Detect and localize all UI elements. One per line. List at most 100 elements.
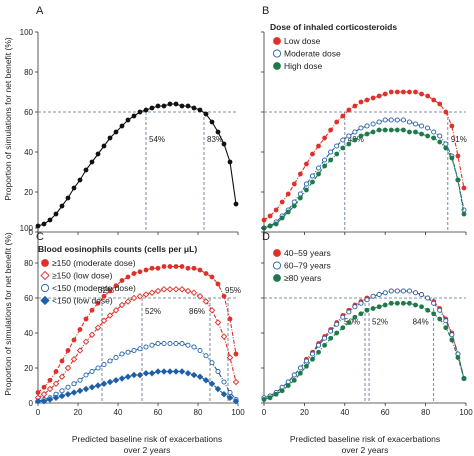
data-point — [131, 113, 137, 119]
data-point — [59, 358, 65, 364]
data-point — [232, 378, 240, 386]
data-point — [407, 89, 412, 95]
data-point — [83, 372, 89, 378]
data-point — [142, 291, 150, 298]
x-axis-title-left-line2: over 2 years — [124, 445, 171, 455]
series-line — [37, 288, 237, 399]
data-point — [279, 215, 285, 221]
data-point — [285, 383, 291, 388]
data-point — [203, 353, 209, 359]
data-point — [191, 344, 197, 350]
data-point — [94, 382, 102, 389]
data-point — [185, 103, 191, 109]
data-point — [160, 368, 168, 375]
data-point — [113, 283, 119, 289]
data-point — [226, 354, 234, 361]
data-point — [400, 288, 406, 294]
data-point — [340, 113, 346, 119]
data-point — [95, 365, 101, 371]
data-point — [112, 377, 120, 384]
data-point — [291, 372, 297, 378]
data-point — [413, 302, 418, 308]
data-point — [208, 380, 216, 387]
data-point — [119, 278, 125, 283]
data-point — [437, 316, 443, 322]
data-point — [316, 349, 321, 355]
data-point — [173, 101, 179, 107]
data-point — [112, 307, 120, 314]
data-point — [334, 151, 340, 157]
x-tick-label: 0 — [262, 408, 267, 417]
data-point — [88, 384, 96, 391]
data-point — [273, 391, 279, 397]
data-point — [47, 217, 53, 223]
data-point — [124, 298, 132, 305]
data-point — [161, 340, 167, 347]
data-point — [190, 371, 198, 379]
data-point — [388, 300, 394, 306]
data-point — [346, 309, 352, 315]
data-point — [64, 364, 72, 372]
data-point — [184, 370, 192, 377]
series-1 — [261, 89, 467, 223]
data-point — [220, 391, 228, 398]
data-point — [279, 199, 285, 205]
data-point — [376, 291, 382, 298]
data-point — [322, 335, 328, 341]
data-point — [167, 340, 173, 347]
data-point — [394, 127, 400, 133]
data-point — [214, 319, 222, 326]
data-point — [82, 338, 90, 345]
data-point — [303, 181, 309, 187]
data-point — [364, 307, 370, 313]
data-point — [40, 398, 48, 405]
data-point — [346, 320, 352, 325]
legend-marker — [40, 283, 50, 293]
x-tick-label: 40 — [114, 408, 123, 417]
series-4 — [34, 368, 240, 405]
data-point — [137, 269, 143, 275]
data-point — [394, 117, 400, 123]
data-point — [316, 143, 321, 149]
data-point — [143, 107, 149, 113]
data-point — [340, 325, 346, 331]
data-point — [53, 211, 59, 217]
data-point — [209, 119, 215, 125]
data-point — [443, 318, 449, 324]
data-point — [107, 288, 113, 294]
data-point — [41, 384, 47, 390]
data-point — [173, 340, 179, 347]
y-tick-label: 0 — [29, 228, 34, 237]
y-tick-label: 0 — [29, 399, 34, 408]
y-axis-title-top: Proportion of simulations for net benefi… — [3, 37, 13, 201]
data-point — [431, 300, 437, 306]
data-point — [449, 337, 455, 343]
legend-marker — [272, 261, 282, 270]
data-point — [376, 93, 382, 99]
data-point — [209, 274, 215, 280]
data-point — [431, 311, 437, 317]
data-point — [334, 119, 340, 125]
data-point — [70, 356, 78, 363]
data-point — [197, 267, 203, 273]
data-point — [352, 137, 358, 143]
data-point — [94, 324, 102, 331]
data-point — [233, 201, 239, 207]
data-point — [227, 389, 233, 396]
data-point — [178, 368, 186, 375]
panel-d: 0 20 40 60 80 100 50% 52% 84% 40–59 years 60–79 ye… — [261, 227, 473, 417]
x-tick-label: 80 — [421, 408, 430, 417]
data-point — [143, 344, 149, 350]
data-point — [149, 265, 155, 271]
data-point — [77, 177, 83, 183]
data-point — [118, 301, 126, 309]
data-point — [364, 131, 370, 137]
threshold-label: 84% — [413, 317, 429, 326]
data-point — [65, 348, 71, 353]
data-point — [455, 355, 461, 360]
data-point — [455, 153, 461, 159]
legend-entry: 40–59 years — [284, 248, 331, 258]
x-axis-title-right-line2: over 2 years — [342, 445, 389, 455]
series-3 — [261, 127, 467, 231]
